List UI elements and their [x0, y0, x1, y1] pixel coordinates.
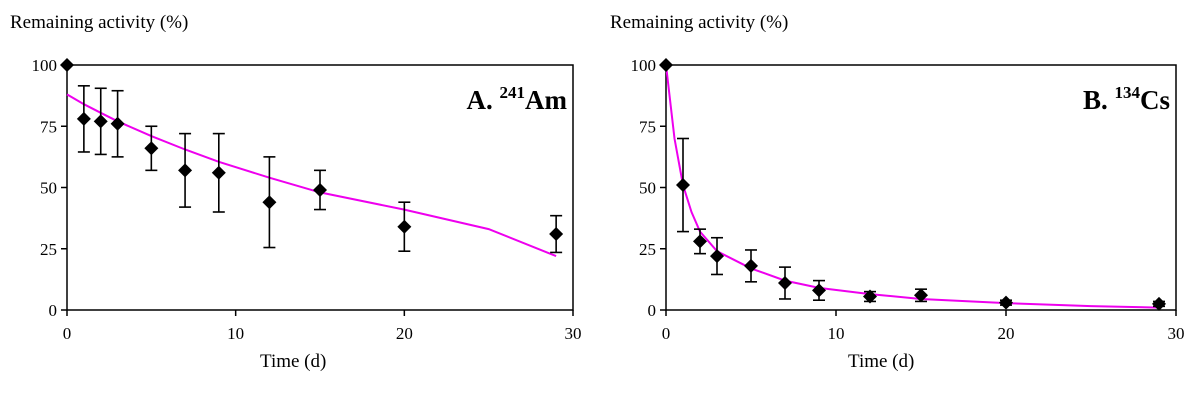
y-tick-label: 100 — [32, 56, 58, 75]
y-tick-label: 0 — [648, 301, 657, 320]
data-point — [863, 289, 877, 304]
data-point — [812, 283, 826, 298]
y-tick-label: 50 — [639, 179, 656, 198]
y-tick-label: 50 — [40, 179, 57, 198]
data-point — [914, 288, 928, 303]
data-point — [93, 114, 108, 129]
y-tick-label: 75 — [639, 117, 656, 136]
data-point — [313, 182, 327, 197]
y-axis-label: Remaining activity (%) — [10, 12, 189, 33]
x-tick-label: 0 — [662, 324, 671, 343]
chart-a-plot: 0 25 50 75 100 0 10 20 30 A. 241Am — [32, 56, 582, 343]
chart-panel-a: Remaining activity (%) 0 25 50 75 100 0 10 20 30… — [10, 12, 582, 372]
x-tick-label: 0 — [63, 324, 72, 343]
data-point — [60, 58, 74, 72]
x-tick-label: 10 — [828, 324, 845, 343]
data-point — [144, 141, 159, 156]
x-axis-label: Time (d) — [260, 351, 327, 372]
data-point — [76, 111, 91, 126]
y-axis-label: Remaining activity (%) — [610, 12, 789, 33]
data-point — [744, 258, 758, 273]
x-tick-label: 30 — [565, 324, 582, 343]
data-point — [211, 165, 226, 180]
y-tick-label: 25 — [40, 240, 57, 259]
data-point — [397, 219, 412, 234]
y-tick-label: 75 — [40, 117, 57, 136]
x-tick-label: 30 — [1168, 324, 1185, 343]
chart-panel-b: Remaining activity (%) 0 25 50 75 100 0 10 20 30… — [598, 0, 1187, 401]
x-tick-label: 20 — [998, 324, 1015, 343]
data-point — [676, 178, 690, 193]
data-point — [710, 249, 724, 264]
data-point — [778, 276, 792, 291]
data-point — [999, 295, 1013, 310]
x-tick-label: 10 — [227, 324, 244, 343]
x-tick-label: 20 — [396, 324, 413, 343]
data-point — [178, 163, 193, 178]
panel-title: A. 241Am — [467, 83, 568, 115]
data-point — [659, 58, 673, 72]
chart-b-plot: 0 25 50 75 100 0 10 20 30 B. 134Cs — [631, 56, 1185, 343]
data-point — [549, 227, 564, 242]
data-point — [262, 195, 277, 210]
y-tick-label: 100 — [631, 56, 657, 75]
y-tick-label: 0 — [49, 301, 58, 320]
data-point — [693, 234, 707, 249]
panel-title: B. 134Cs — [1083, 83, 1170, 115]
data-point — [110, 116, 125, 131]
y-tick-label: 25 — [639, 240, 656, 259]
fit-curve — [66, 93, 557, 258]
x-axis-label: Time (d) — [848, 351, 915, 372]
data-point — [1152, 296, 1166, 311]
